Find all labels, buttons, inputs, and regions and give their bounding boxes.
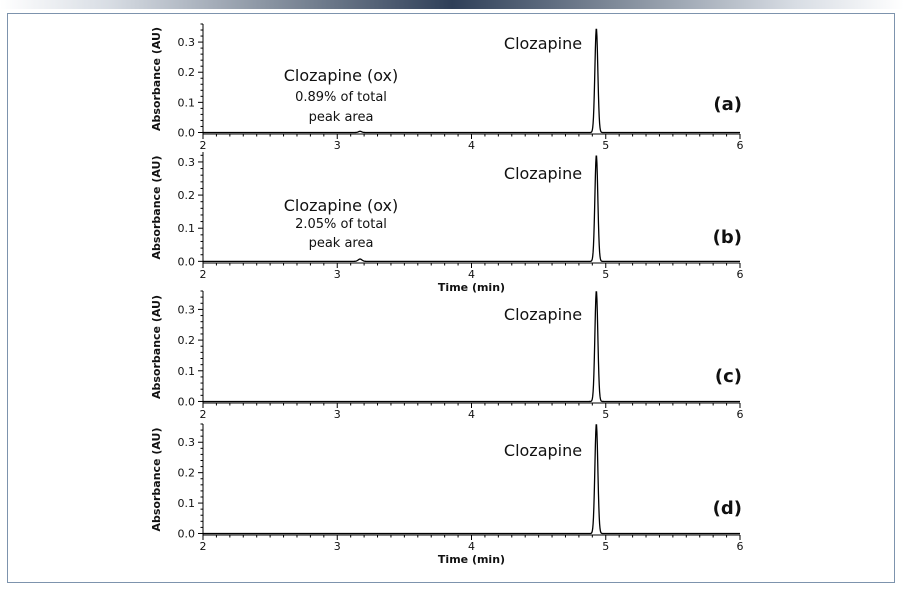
x-tick-label: 2 [200,408,207,421]
chromatogram-trace [203,155,740,262]
peak-area-note: 0.89% of total [295,90,387,105]
x-tick-label: 3 [334,139,341,152]
chromatogram-panel-c: 2 3 4 5 6 0.0 0.1 0.2 0.3 Absorbance (AU) Clozapin… [150,290,744,421]
y-axis-title: Absorbance (AU) [150,27,163,131]
chromatogram-panel-a: 2 3 4 5 6 0.0 0.1 0.2 0.3 Absorbance (AU) Clozapin… [150,23,744,152]
figure-border [7,13,895,583]
y-tick-label: 0.2 [178,189,196,202]
x-axis-title: Time (min) [438,553,505,566]
y-tick-label: 0.2 [178,66,196,79]
panel-label: (b) [713,227,742,248]
peak-label-clozapine: Clozapine [504,34,582,53]
panel-label: (c) [715,366,742,387]
x-tick-label: 6 [737,408,744,421]
y-tick-label: 0.3 [178,303,196,316]
x-tick-label: 5 [602,268,609,281]
x-tick-label: 6 [737,139,744,152]
x-tick-label: 3 [334,540,341,553]
peak-label-clozapine-ox: Clozapine (ox) [284,196,399,215]
y-tick-label: 0.2 [178,467,196,480]
y-tick-label: 0.1 [178,222,196,235]
y-tick-label: 0.0 [178,126,196,139]
x-tick-label: 4 [468,540,475,553]
panel-label: (d) [713,498,742,519]
x-tick-label: 2 [200,268,207,281]
y-tick-label: 0.1 [178,365,196,378]
chromatogram-trace [203,291,740,403]
peak-label-clozapine: Clozapine [504,305,582,324]
y-tick-label: 0.2 [178,334,196,347]
x-tick-label: 4 [468,408,475,421]
peak-area-note: peak area [309,236,374,251]
chromatogram-panel-d: 2 3 4 5 6 0.0 0.1 0.2 0.3 Absorbance (AU) Time (mi… [150,423,744,566]
x-tick-label: 4 [468,139,475,152]
x-tick-label: 2 [200,540,207,553]
x-tick-label: 3 [334,268,341,281]
x-tick-label: 6 [737,268,744,281]
x-tick-label: 6 [737,540,744,553]
y-tick-label: 0.0 [178,255,196,268]
peak-label-clozapine-ox: Clozapine (ox) [284,66,399,85]
chromatogram-trace [203,424,740,535]
y-axis-title: Absorbance (AU) [150,427,163,531]
x-tick-label: 3 [334,408,341,421]
peak-label-clozapine: Clozapine [504,164,582,183]
y-tick-label: 0.3 [178,36,196,49]
y-axis-title: Absorbance (AU) [150,295,163,399]
y-axis-title: Absorbance (AU) [150,155,163,259]
x-tick-label: 4 [468,268,475,281]
peak-label-clozapine: Clozapine [504,441,582,460]
panel-label: (a) [713,94,742,115]
x-tick-label: 2 [200,139,207,152]
y-tick-label: 0.1 [178,96,196,109]
peak-area-note: 2.05% of total [295,217,387,232]
y-tick-label: 0.0 [178,395,196,408]
y-tick-label: 0.0 [178,527,196,540]
top-banner [0,0,904,9]
x-tick-label: 5 [602,408,609,421]
y-tick-label: 0.3 [178,436,196,449]
x-axis-title: Time (min) [438,281,505,294]
x-tick-label: 5 [602,540,609,553]
y-tick-label: 0.1 [178,497,196,510]
peak-area-note: peak area [309,110,374,125]
chromatogram-panel-b: 2 3 4 5 6 0.0 0.1 0.2 0.3 Absorbance (AU) Time (mi… [150,152,744,294]
y-tick-label: 0.3 [178,156,196,169]
chromatogram-trace [203,28,740,134]
x-tick-label: 5 [602,139,609,152]
